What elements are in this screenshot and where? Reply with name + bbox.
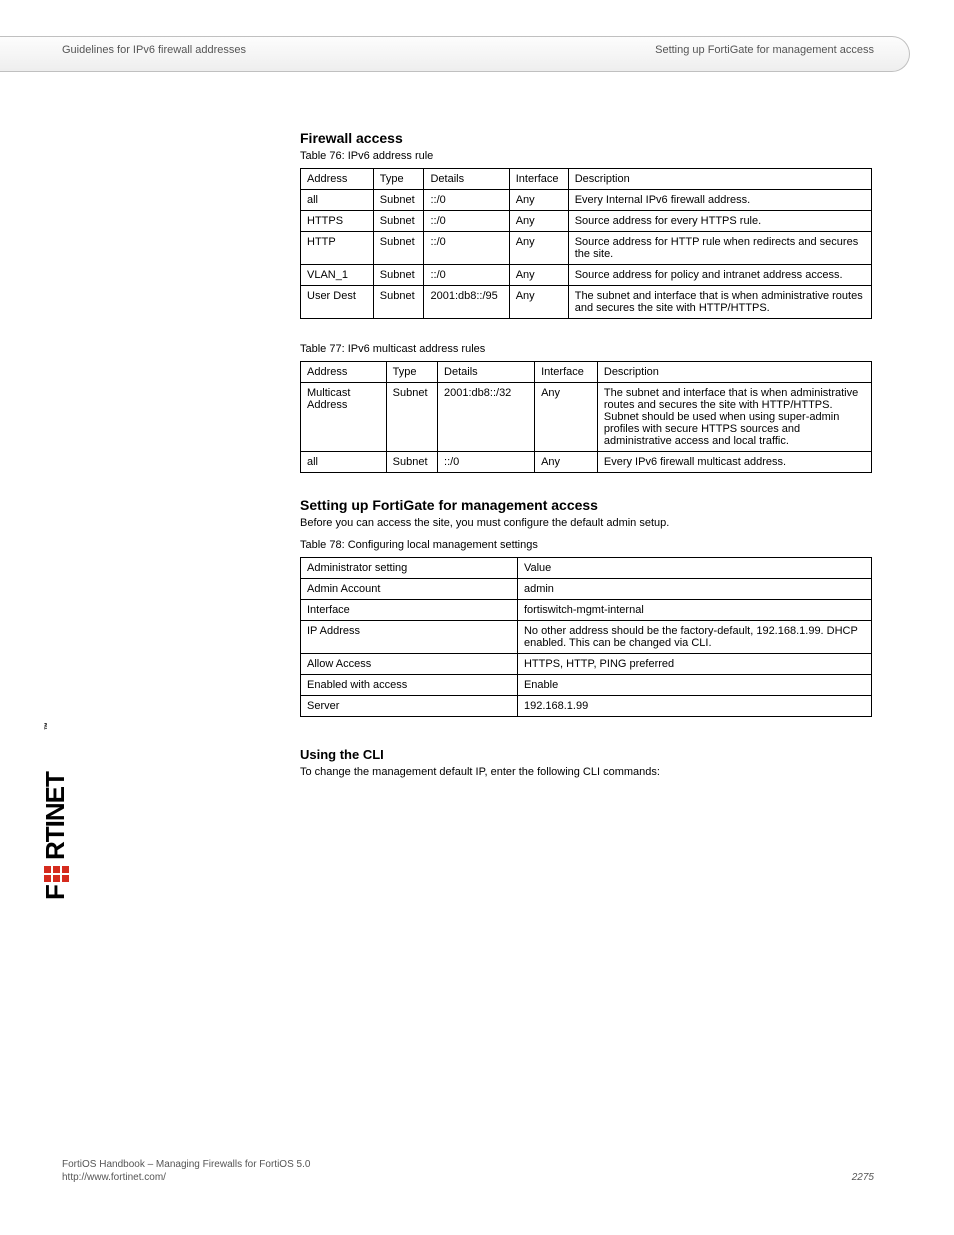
table-cell: Every IPv6 firewall multicast address.: [597, 452, 871, 473]
section2-intro: Before you can access the site, you must…: [300, 517, 872, 529]
section-heading-firewall: Firewall access: [300, 130, 872, 146]
table-cell: IP Address: [301, 621, 518, 654]
table-cell: Admin Account: [301, 579, 518, 600]
table-cell: VLAN_1: [301, 265, 374, 286]
table-cell: Source address for policy and intranet a…: [568, 265, 871, 286]
table-row: Address Type Details Interface Descripti…: [301, 169, 872, 190]
table-cell: Subnet: [373, 211, 424, 232]
table-header: Type: [373, 169, 424, 190]
table-cell: Multicast Address: [301, 383, 387, 452]
table-cell: 192.168.1.99: [517, 696, 871, 717]
table-cell: Source address for every HTTPS rule.: [568, 211, 871, 232]
table-header: Address: [301, 362, 387, 383]
table-cell: The subnet and interface that is when ad…: [597, 383, 871, 452]
table-cell: Allow Access: [301, 654, 518, 675]
table-header: Details: [438, 362, 535, 383]
table-header: Description: [597, 362, 871, 383]
table-cell: all: [301, 190, 374, 211]
table3-caption: Table 78: Configuring local management s…: [300, 539, 872, 551]
table-cell: fortiswitch-mgmt-internal: [517, 600, 871, 621]
table-cell: admin: [517, 579, 871, 600]
commands-block: Using the CLI To change the management d…: [300, 747, 872, 778]
table-cell: Any: [535, 452, 598, 473]
table-cell: Server: [301, 696, 518, 717]
table-cell: ::/0: [424, 232, 509, 265]
subheading-cli: Using the CLI: [300, 747, 872, 762]
table-ipv6-rules: Address Type Details Interface Descripti…: [300, 168, 872, 319]
table-row: User Dest Subnet 2001:db8::/95 Any The s…: [301, 286, 872, 319]
table-cell: Source address for HTTP rule when redire…: [568, 232, 871, 265]
svg-text:™: ™: [43, 723, 52, 730]
footer-line2: http://www.fortinet.com/: [62, 1172, 872, 1183]
fortinet-logo: F RTINET ™: [40, 720, 72, 900]
table-cell: HTTPS: [301, 211, 374, 232]
table-cell: Subnet: [373, 286, 424, 319]
main-content: Firewall access Table 76: IPv6 address r…: [300, 130, 872, 784]
table-cell: Subnet: [386, 452, 437, 473]
table-cell: User Dest: [301, 286, 374, 319]
table-row: Enabled with access Enable: [301, 675, 872, 696]
table-row: Allow Access HTTPS, HTTP, PING preferred: [301, 654, 872, 675]
table-row: Administrator setting Value: [301, 558, 872, 579]
table-row: IP Address No other address should be th…: [301, 621, 872, 654]
table-row: VLAN_1 Subnet ::/0 Any Source address fo…: [301, 265, 872, 286]
table-cell: Interface: [301, 600, 518, 621]
table-cell: Subnet: [373, 265, 424, 286]
table-cell: 2001:db8::/32: [438, 383, 535, 452]
table-cell: Any: [535, 383, 598, 452]
table-cell: 2001:db8::/95: [424, 286, 509, 319]
footer-line1: FortiOS Handbook – Managing Firewalls fo…: [62, 1159, 872, 1170]
table-cell: No other address should be the factory-d…: [517, 621, 871, 654]
table-header: Address: [301, 169, 374, 190]
table-header: Interface: [535, 362, 598, 383]
table-row: HTTP Subnet ::/0 Any Source address for …: [301, 232, 872, 265]
table-header: Administrator setting: [301, 558, 518, 579]
header-left-text: Guidelines for IPv6 firewall addresses: [62, 44, 246, 56]
footer: FortiOS Handbook – Managing Firewalls fo…: [62, 1159, 872, 1183]
table-cell: HTTPS, HTTP, PING preferred: [517, 654, 871, 675]
table-row: Admin Account admin: [301, 579, 872, 600]
table-row: Interface fortiswitch-mgmt-internal: [301, 600, 872, 621]
table-row: all Subnet ::/0 Any Every Internal IPv6 …: [301, 190, 872, 211]
table-cell: all: [301, 452, 387, 473]
commands-text: To change the management default IP, ent…: [300, 766, 872, 778]
table-cell: Any: [509, 265, 568, 286]
table-header: Details: [424, 169, 509, 190]
table-cell: Enabled with access: [301, 675, 518, 696]
svg-text:RTINET: RTINET: [40, 771, 70, 860]
table-cell: Any: [509, 286, 568, 319]
table-row: all Subnet ::/0 Any Every IPv6 firewall …: [301, 452, 872, 473]
table-cell: ::/0: [438, 452, 535, 473]
table-cell: HTTP: [301, 232, 374, 265]
table-cell: Every Internal IPv6 firewall address.: [568, 190, 871, 211]
table-row: Multicast Address Subnet 2001:db8::/32 A…: [301, 383, 872, 452]
table-cell: The subnet and interface that is when ad…: [568, 286, 871, 319]
table-cell: Any: [509, 190, 568, 211]
section-heading-management: Setting up FortiGate for management acce…: [300, 497, 872, 513]
table-cell: Any: [509, 232, 568, 265]
table1-caption: Table 76: IPv6 address rule: [300, 150, 872, 162]
table-cell: Subnet: [373, 190, 424, 211]
table-cell: ::/0: [424, 211, 509, 232]
table-row: HTTPS Subnet ::/0 Any Source address for…: [301, 211, 872, 232]
table-header: Type: [386, 362, 437, 383]
table-management-settings: Administrator setting Value Admin Accoun…: [300, 557, 872, 717]
table-row: Server 192.168.1.99: [301, 696, 872, 717]
table-multicast-rules: Address Type Details Interface Descripti…: [300, 361, 872, 473]
table-cell: Any: [509, 211, 568, 232]
table-header: Description: [568, 169, 871, 190]
table-cell: ::/0: [424, 190, 509, 211]
table-cell: Enable: [517, 675, 871, 696]
svg-text:F: F: [40, 885, 70, 900]
footer-page-number: 2275: [852, 1172, 874, 1183]
table-row: Address Type Details Interface Descripti…: [301, 362, 872, 383]
table-header: Value: [517, 558, 871, 579]
header-right-text: Setting up FortiGate for management acce…: [655, 44, 874, 56]
table-cell: ::/0: [424, 265, 509, 286]
table-cell: Subnet: [373, 232, 424, 265]
table2-caption: Table 77: IPv6 multicast address rules: [300, 343, 872, 355]
table-header: Interface: [509, 169, 568, 190]
table-cell: Subnet: [386, 383, 437, 452]
